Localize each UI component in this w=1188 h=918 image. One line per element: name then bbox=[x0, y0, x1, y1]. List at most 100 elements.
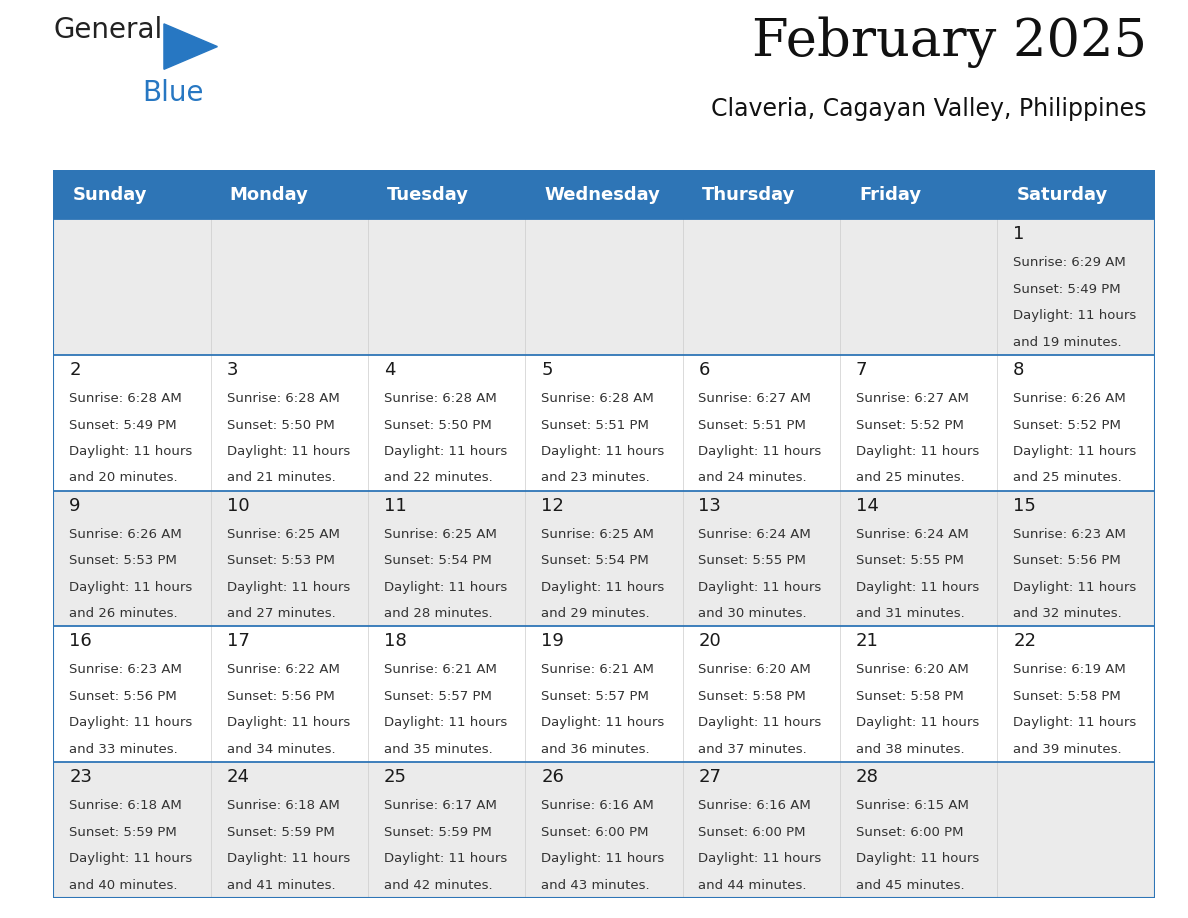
Text: and 40 minutes.: and 40 minutes. bbox=[69, 879, 178, 891]
Text: and 28 minutes.: and 28 minutes. bbox=[384, 607, 493, 621]
Text: 7: 7 bbox=[855, 361, 867, 379]
Text: Sunrise: 6:16 AM: Sunrise: 6:16 AM bbox=[699, 800, 811, 812]
Text: 28: 28 bbox=[855, 768, 879, 786]
Text: Daylight: 11 hours: Daylight: 11 hours bbox=[542, 445, 664, 458]
Text: 5: 5 bbox=[542, 361, 552, 379]
Text: Sunrise: 6:24 AM: Sunrise: 6:24 AM bbox=[855, 528, 968, 541]
Text: and 36 minutes.: and 36 minutes. bbox=[542, 743, 650, 756]
Text: and 42 minutes.: and 42 minutes. bbox=[384, 879, 493, 891]
Text: Monday: Monday bbox=[229, 185, 309, 204]
Text: Sunrise: 6:21 AM: Sunrise: 6:21 AM bbox=[384, 664, 497, 677]
Text: and 39 minutes.: and 39 minutes. bbox=[1013, 743, 1121, 756]
Text: Daylight: 11 hours: Daylight: 11 hours bbox=[227, 445, 349, 458]
Text: Sunrise: 6:19 AM: Sunrise: 6:19 AM bbox=[1013, 664, 1126, 677]
Text: Sunrise: 6:20 AM: Sunrise: 6:20 AM bbox=[699, 664, 811, 677]
Text: Sunrise: 6:18 AM: Sunrise: 6:18 AM bbox=[69, 800, 182, 812]
Text: 27: 27 bbox=[699, 768, 721, 786]
Text: Daylight: 11 hours: Daylight: 11 hours bbox=[69, 445, 192, 458]
Text: Sunrise: 6:25 AM: Sunrise: 6:25 AM bbox=[542, 528, 655, 541]
Text: Sunrise: 6:27 AM: Sunrise: 6:27 AM bbox=[699, 392, 811, 405]
Text: 9: 9 bbox=[69, 497, 81, 515]
Text: 19: 19 bbox=[542, 633, 564, 650]
Text: and 34 minutes.: and 34 minutes. bbox=[227, 743, 335, 756]
Text: Daylight: 11 hours: Daylight: 11 hours bbox=[855, 581, 979, 594]
Text: Sunset: 5:54 PM: Sunset: 5:54 PM bbox=[384, 554, 492, 567]
Text: Sunrise: 6:28 AM: Sunrise: 6:28 AM bbox=[542, 392, 653, 405]
Text: Sunset: 5:56 PM: Sunset: 5:56 PM bbox=[69, 690, 177, 703]
Text: Daylight: 11 hours: Daylight: 11 hours bbox=[384, 581, 507, 594]
Text: Sunrise: 6:26 AM: Sunrise: 6:26 AM bbox=[69, 528, 182, 541]
Text: Sunday: Sunday bbox=[72, 185, 147, 204]
Text: Saturday: Saturday bbox=[1016, 185, 1107, 204]
Text: Daylight: 11 hours: Daylight: 11 hours bbox=[855, 716, 979, 730]
Text: Sunrise: 6:28 AM: Sunrise: 6:28 AM bbox=[384, 392, 497, 405]
Text: Daylight: 11 hours: Daylight: 11 hours bbox=[699, 445, 822, 458]
Text: Daylight: 11 hours: Daylight: 11 hours bbox=[542, 852, 664, 865]
Text: Sunrise: 6:25 AM: Sunrise: 6:25 AM bbox=[384, 528, 497, 541]
Text: 12: 12 bbox=[542, 497, 564, 515]
Text: Daylight: 11 hours: Daylight: 11 hours bbox=[384, 716, 507, 730]
Text: Sunset: 5:50 PM: Sunset: 5:50 PM bbox=[384, 419, 492, 431]
Text: Sunset: 5:49 PM: Sunset: 5:49 PM bbox=[69, 419, 177, 431]
Bar bbox=[53, 170, 1155, 219]
Text: Daylight: 11 hours: Daylight: 11 hours bbox=[384, 445, 507, 458]
Text: Sunset: 5:52 PM: Sunset: 5:52 PM bbox=[855, 419, 963, 431]
Polygon shape bbox=[164, 24, 217, 69]
Text: and 21 minutes.: and 21 minutes. bbox=[227, 472, 335, 485]
Text: 25: 25 bbox=[384, 768, 406, 786]
Text: and 32 minutes.: and 32 minutes. bbox=[1013, 607, 1121, 621]
Text: 24: 24 bbox=[227, 768, 249, 786]
Text: 23: 23 bbox=[69, 768, 93, 786]
Text: Daylight: 11 hours: Daylight: 11 hours bbox=[1013, 309, 1137, 322]
Text: Daylight: 11 hours: Daylight: 11 hours bbox=[1013, 581, 1137, 594]
Text: 18: 18 bbox=[384, 633, 406, 650]
Text: Sunset: 5:53 PM: Sunset: 5:53 PM bbox=[227, 554, 334, 567]
Bar bbox=[53, 355, 1155, 491]
Text: and 29 minutes.: and 29 minutes. bbox=[542, 607, 650, 621]
Bar bbox=[53, 219, 1155, 355]
Text: and 43 minutes.: and 43 minutes. bbox=[542, 879, 650, 891]
Text: and 35 minutes.: and 35 minutes. bbox=[384, 743, 493, 756]
Text: Sunset: 6:00 PM: Sunset: 6:00 PM bbox=[699, 825, 805, 839]
Text: Daylight: 11 hours: Daylight: 11 hours bbox=[699, 852, 822, 865]
Text: Sunset: 5:59 PM: Sunset: 5:59 PM bbox=[69, 825, 177, 839]
Text: 3: 3 bbox=[227, 361, 238, 379]
Text: 15: 15 bbox=[1013, 497, 1036, 515]
Text: Tuesday: Tuesday bbox=[387, 185, 469, 204]
Text: 6: 6 bbox=[699, 361, 710, 379]
Text: Sunrise: 6:15 AM: Sunrise: 6:15 AM bbox=[855, 800, 968, 812]
Text: and 24 minutes.: and 24 minutes. bbox=[699, 472, 807, 485]
Text: Sunset: 5:58 PM: Sunset: 5:58 PM bbox=[699, 690, 807, 703]
Text: Friday: Friday bbox=[859, 185, 921, 204]
Text: and 26 minutes.: and 26 minutes. bbox=[69, 607, 178, 621]
Text: Sunset: 5:57 PM: Sunset: 5:57 PM bbox=[384, 690, 492, 703]
Text: Sunset: 5:59 PM: Sunset: 5:59 PM bbox=[384, 825, 492, 839]
Bar bbox=[53, 762, 1155, 898]
Text: Sunset: 5:50 PM: Sunset: 5:50 PM bbox=[227, 419, 334, 431]
Text: Daylight: 11 hours: Daylight: 11 hours bbox=[227, 852, 349, 865]
Text: and 45 minutes.: and 45 minutes. bbox=[855, 879, 965, 891]
Text: Sunset: 5:57 PM: Sunset: 5:57 PM bbox=[542, 690, 649, 703]
Text: 17: 17 bbox=[227, 633, 249, 650]
Text: Sunset: 5:51 PM: Sunset: 5:51 PM bbox=[542, 419, 649, 431]
Bar bbox=[53, 491, 1155, 626]
Text: Daylight: 11 hours: Daylight: 11 hours bbox=[1013, 445, 1137, 458]
Text: 22: 22 bbox=[1013, 633, 1036, 650]
Text: Sunset: 5:55 PM: Sunset: 5:55 PM bbox=[855, 554, 963, 567]
Text: Daylight: 11 hours: Daylight: 11 hours bbox=[384, 852, 507, 865]
Text: Sunrise: 6:22 AM: Sunrise: 6:22 AM bbox=[227, 664, 340, 677]
Text: 20: 20 bbox=[699, 633, 721, 650]
Text: Sunset: 5:56 PM: Sunset: 5:56 PM bbox=[1013, 554, 1121, 567]
Text: General: General bbox=[53, 16, 163, 44]
Text: and 27 minutes.: and 27 minutes. bbox=[227, 607, 335, 621]
Text: Sunrise: 6:21 AM: Sunrise: 6:21 AM bbox=[542, 664, 655, 677]
Text: Sunrise: 6:23 AM: Sunrise: 6:23 AM bbox=[69, 664, 182, 677]
Text: 10: 10 bbox=[227, 497, 249, 515]
Text: Blue: Blue bbox=[143, 79, 204, 107]
Text: and 31 minutes.: and 31 minutes. bbox=[855, 607, 965, 621]
Text: 14: 14 bbox=[855, 497, 879, 515]
Text: 11: 11 bbox=[384, 497, 406, 515]
Text: Daylight: 11 hours: Daylight: 11 hours bbox=[69, 581, 192, 594]
Text: Sunrise: 6:26 AM: Sunrise: 6:26 AM bbox=[1013, 392, 1126, 405]
Text: and 25 minutes.: and 25 minutes. bbox=[1013, 472, 1121, 485]
